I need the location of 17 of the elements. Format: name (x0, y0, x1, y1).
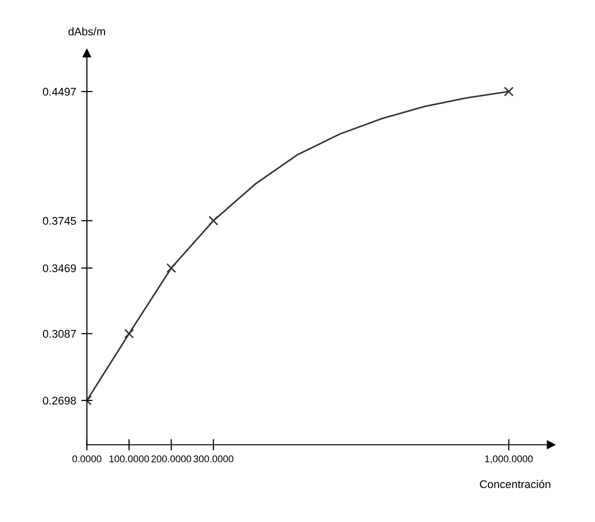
point (504, 86, 514, 96)
y-tick-label: 0.3469 (42, 264, 76, 272)
point (166, 263, 176, 273)
line-series (86, 90, 510, 402)
point (124, 328, 134, 339)
y-axis-title: dAbs/m (68, 27, 105, 36)
x-tick-label: 100.0000 (110, 455, 149, 462)
x-tick-label: 1,000.0000 (485, 455, 533, 464)
y-tick-label: 0.2698 (42, 396, 76, 405)
x-tick-label: 0.0000 (72, 455, 102, 462)
y-tick-label: 0.4497 (42, 88, 76, 96)
point (208, 216, 218, 226)
x-tick-label: 200.0000 (151, 455, 192, 462)
x-tick-label: 300.0000 (194, 455, 234, 462)
y-tick-label: 0.3087 (42, 330, 76, 338)
x-axis-title: Concentración (480, 480, 550, 488)
y-tick-label: 0.3745 (42, 216, 76, 225)
